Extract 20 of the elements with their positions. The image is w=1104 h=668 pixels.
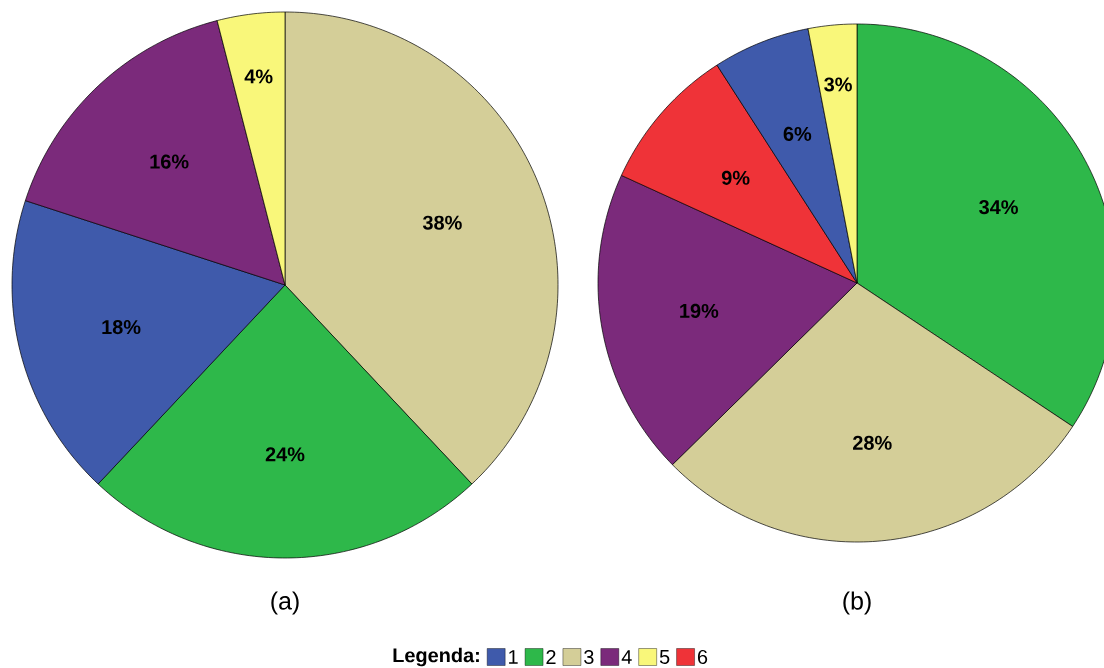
data-label: 34% (979, 200, 1018, 215)
legend-label: 4 (621, 650, 632, 664)
legend-label: 3 (584, 649, 594, 665)
data-label: 16% (150, 154, 189, 169)
data-label: 6% (783, 126, 812, 141)
legend-title: Legenda: (393, 647, 479, 667)
data-label: 19% (680, 303, 719, 318)
legend-label: 5 (659, 650, 670, 664)
data-label: 4% (244, 69, 273, 84)
data-label: 18% (102, 320, 141, 335)
data-label: 3% (824, 77, 852, 92)
data-label: 38% (422, 215, 462, 230)
legend-label: 6 (697, 649, 708, 665)
text: (a) (271, 591, 299, 615)
legend-label: 1 (509, 650, 518, 664)
data-label: 24% (265, 447, 305, 462)
text: (b) (843, 591, 871, 615)
data-label: 28% (853, 435, 892, 450)
data-label: 9% (721, 170, 750, 185)
legend-label: 2 (546, 650, 556, 664)
